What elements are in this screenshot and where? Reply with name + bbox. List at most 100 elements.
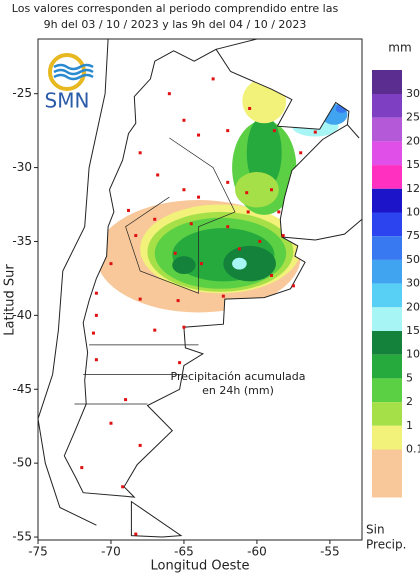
station bbox=[291, 284, 295, 288]
x-tick-label: -55 bbox=[320, 545, 340, 559]
legend-label: 50 bbox=[406, 253, 420, 266]
station bbox=[237, 247, 241, 251]
title-line: 9h del 03 / 10 / 2023 y las 9h del 04 / … bbox=[44, 18, 307, 31]
no-precip-label: Sin bbox=[366, 523, 385, 537]
legend-label: 1 bbox=[406, 419, 413, 432]
no-precip-label: Precip. bbox=[366, 538, 406, 552]
station bbox=[176, 299, 180, 303]
station bbox=[226, 225, 230, 229]
legend-label: 2 bbox=[406, 395, 413, 408]
legend-swatch bbox=[372, 141, 402, 166]
station bbox=[126, 208, 130, 212]
station bbox=[94, 313, 98, 317]
legend-swatch bbox=[372, 70, 402, 94]
legend-label: 300 bbox=[406, 87, 420, 100]
legend-label: 5 bbox=[406, 371, 413, 384]
legend-swatch bbox=[372, 283, 402, 308]
legend-label: 150 bbox=[406, 158, 420, 171]
station bbox=[226, 180, 230, 184]
x-tick-label: -65 bbox=[174, 545, 194, 559]
annotation: en 24h (mm) bbox=[202, 384, 274, 397]
country-outline bbox=[63, 48, 350, 498]
station bbox=[211, 77, 215, 81]
legend-label: 200 bbox=[406, 134, 420, 147]
title-line: Los valores corresponden al periodo comp… bbox=[12, 2, 339, 15]
station bbox=[270, 188, 274, 192]
legend-swatch bbox=[372, 188, 402, 213]
legend-swatch bbox=[372, 259, 402, 284]
station bbox=[153, 217, 157, 221]
legend-swatch bbox=[372, 402, 402, 426]
station bbox=[134, 234, 138, 238]
legend-label: 30 bbox=[406, 277, 420, 290]
x-axis-label: Longitud Oeste bbox=[151, 559, 250, 573]
y-tick-label: -45 bbox=[12, 382, 32, 396]
legend-label: 0.1 bbox=[406, 443, 420, 456]
legend-swatch bbox=[372, 212, 402, 237]
station bbox=[270, 273, 274, 277]
x-tick-label: -60 bbox=[247, 545, 267, 559]
map-frame bbox=[37, 38, 363, 541]
legend-label: 10 bbox=[406, 348, 420, 361]
logo-wave bbox=[53, 73, 94, 81]
y-tick-label: -40 bbox=[12, 308, 32, 322]
station bbox=[153, 328, 157, 332]
legend-swatch bbox=[372, 236, 402, 260]
station bbox=[80, 466, 84, 470]
precip-area bbox=[246, 115, 282, 190]
station bbox=[173, 251, 177, 255]
station bbox=[189, 222, 193, 226]
station bbox=[182, 188, 186, 192]
station bbox=[272, 129, 276, 133]
chile-coast bbox=[37, 38, 109, 526]
x-tick-label: -70 bbox=[101, 545, 121, 559]
annotation: Precipitación acumulada bbox=[171, 370, 306, 383]
legend-swatch bbox=[372, 94, 402, 118]
station bbox=[94, 358, 98, 362]
legend-swatch bbox=[372, 165, 402, 189]
station bbox=[197, 133, 201, 137]
station bbox=[182, 325, 186, 329]
station bbox=[156, 173, 160, 177]
y-tick-label: -55 bbox=[12, 530, 32, 544]
legend-swatch bbox=[372, 354, 402, 379]
legend-label: 75 bbox=[406, 229, 420, 242]
station bbox=[94, 291, 98, 295]
logo-text: SMN bbox=[45, 89, 90, 113]
province-line bbox=[125, 137, 236, 294]
precip-area bbox=[235, 171, 279, 208]
legend-unit: mm bbox=[388, 41, 411, 55]
station bbox=[138, 297, 142, 301]
legend-swatch bbox=[372, 425, 402, 450]
station bbox=[134, 532, 138, 536]
logo-wave bbox=[53, 63, 94, 71]
station bbox=[138, 443, 142, 447]
station bbox=[277, 210, 281, 214]
station bbox=[182, 118, 186, 122]
legend-label: 20 bbox=[406, 300, 420, 313]
station bbox=[245, 191, 249, 195]
y-axis-label: Latitud Sur bbox=[3, 264, 18, 336]
y-tick-label: -50 bbox=[12, 456, 32, 470]
legend-swatch bbox=[372, 307, 402, 331]
border-line bbox=[215, 38, 258, 50]
station bbox=[91, 331, 95, 335]
station bbox=[221, 294, 225, 298]
station bbox=[178, 361, 182, 365]
station bbox=[248, 106, 252, 110]
station bbox=[138, 151, 142, 155]
station bbox=[121, 485, 125, 489]
precip-area bbox=[232, 257, 247, 270]
station bbox=[167, 92, 171, 96]
tierra-del-fuego bbox=[130, 500, 183, 538]
station bbox=[258, 239, 262, 243]
station bbox=[124, 398, 128, 402]
legend-label: 100 bbox=[406, 206, 420, 219]
precip-area bbox=[223, 245, 276, 282]
station bbox=[226, 129, 230, 133]
y-tick-label: -25 bbox=[12, 86, 32, 100]
station bbox=[313, 130, 317, 134]
border-line bbox=[347, 124, 360, 139]
coast-line bbox=[281, 218, 363, 241]
